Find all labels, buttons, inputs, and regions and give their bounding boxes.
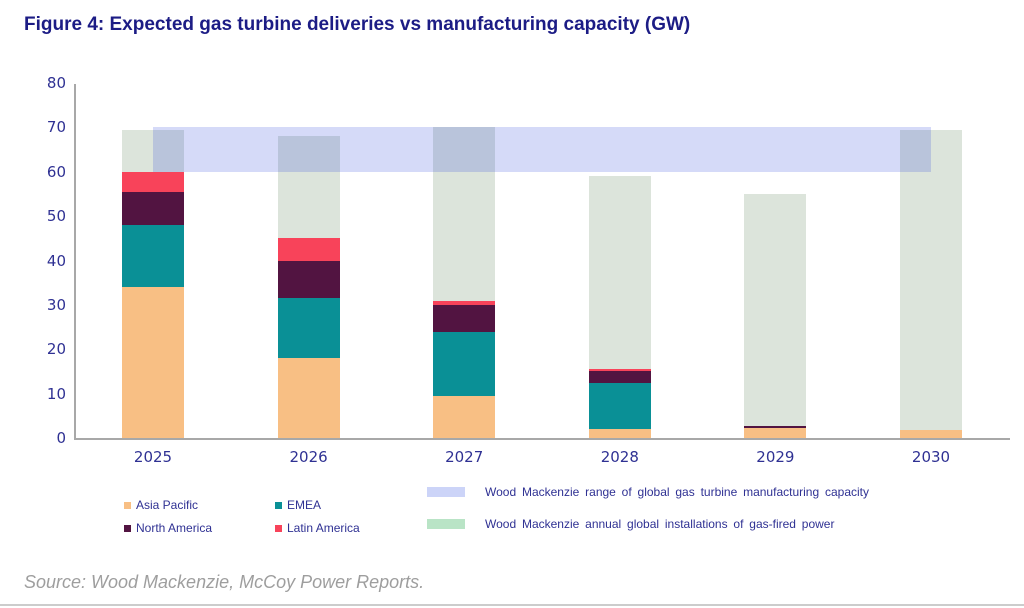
legend-ranges: Wood Mackenzie range of global gas turbi…: [427, 486, 869, 530]
bar-segment-latin-america: [588, 368, 651, 372]
y-axis-tick-label: 80: [46, 74, 66, 92]
bar-segment-north-america: [122, 191, 184, 225]
legend-swatch-asia-pacific: [124, 501, 131, 509]
legend-item-asia-pacific: Asia Pacific: [124, 499, 275, 511]
x-axis-label: 2025: [133, 448, 173, 466]
installations-bar: [900, 129, 962, 438]
legend-item-emea: EMEA: [275, 499, 360, 511]
bar-segment-emea: [277, 298, 340, 359]
y-axis-tick-label: 10: [46, 384, 66, 403]
y-axis-tick-label: 50: [46, 207, 66, 226]
bar-segment-north-america: [433, 304, 496, 332]
bar-segment-emea: [122, 225, 184, 288]
legend-label-latin-america: Latin America: [287, 521, 360, 535]
y-axis-tick-label: 70: [46, 118, 66, 137]
bar-segment-north-america: [588, 371, 651, 383]
legend-label-wood-mackenzie-annual-global-installatio: Wood Mackenzie annual global installatio…: [485, 517, 835, 531]
bar-segment-asia-pacific: [433, 395, 496, 438]
y-axis-tick-label: 40: [46, 251, 66, 270]
bar-segment-latin-america: [277, 238, 340, 261]
bar-segment-north-america: [277, 260, 340, 299]
y-axis-tick-label: 20: [46, 340, 66, 359]
y-axis-tick-label: 30: [46, 295, 66, 314]
legend-label-wood-mackenzie-range-of-global-gas-turbi: Wood Mackenzie range of global gas turbi…: [485, 485, 869, 499]
x-axis-label: 2026: [289, 448, 328, 466]
legend-swatch-latin-america: [275, 524, 282, 532]
x-axis-label: 2027: [445, 448, 484, 466]
legend-swatch-wood-mackenzie-range-of-global-gas-turbi: [427, 487, 465, 497]
figure-title: Figure 4: Expected gas turbine deliverie…: [24, 14, 691, 35]
x-axis-label: 2030: [911, 448, 951, 466]
bar-segment-north-america: [744, 426, 807, 429]
legend-label-asia-pacific: Asia Pacific: [136, 498, 199, 512]
capacity-band: [153, 127, 931, 172]
legend-swatch-north-america: [124, 524, 131, 532]
bar-segment-asia-pacific: [744, 428, 807, 438]
legend-swatch-emea: [275, 501, 282, 509]
x-axis-line: [74, 438, 1010, 440]
bar-segment-emea: [433, 331, 496, 396]
y-axis-line: [74, 84, 76, 440]
legend-swatch-wood-mackenzie-annual-global-installatio: [427, 519, 465, 529]
legend-regions: Asia Pacific EMEA North America Latin Ameri…: [124, 499, 360, 534]
legend-item-latin-america: Latin America: [275, 522, 360, 534]
chart-area: 0 10 20 30 40 50 60 70 80 2025 2026 2027 2028 2029 203…: [46, 74, 1010, 466]
legend-item-wood-mackenzie-range-of-global-gas-turbi: Wood Mackenzie range of global gas turbi…: [427, 486, 869, 498]
bar-segment-latin-america: [122, 171, 184, 192]
bar-segment-asia-pacific: [277, 358, 340, 438]
installations-bar: [744, 193, 807, 438]
bar-segment-asia-pacific: [900, 429, 962, 438]
source-note: Source: Wood Mackenzie, McCoy Power Repo…: [24, 572, 425, 592]
y-axis-tick-label: 0: [56, 429, 66, 447]
legend-label-emea: EMEA: [287, 498, 322, 512]
x-axis-label: 2028: [600, 448, 639, 466]
bar-segment-asia-pacific: [122, 287, 184, 438]
legend-label-north-america: North America: [136, 521, 213, 535]
x-axis-label: 2029: [756, 448, 795, 466]
y-axis-tick-label: 60: [46, 162, 66, 181]
legend-item-wood-mackenzie-annual-global-installatio: Wood Mackenzie annual global installatio…: [427, 518, 869, 530]
bar-segment-asia-pacific: [588, 429, 651, 438]
bar-segment-emea: [588, 382, 651, 430]
legend-item-north-america: North America: [124, 522, 275, 534]
bottom-divider: [0, 604, 1024, 606]
bar-segment-latin-america: [433, 301, 496, 305]
